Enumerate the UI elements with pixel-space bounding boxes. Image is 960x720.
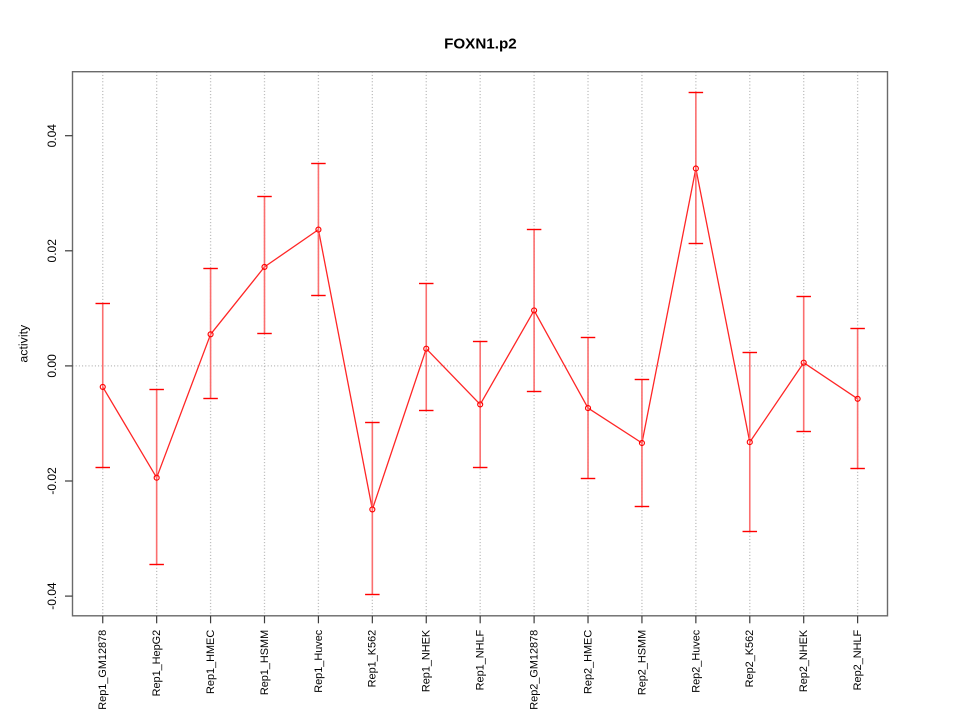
svg-text:Rep2_NHLF: Rep2_NHLF bbox=[852, 629, 864, 690]
svg-text:Rep1_HepG2: Rep1_HepG2 bbox=[151, 630, 163, 697]
svg-text:Rep2_HMEC: Rep2_HMEC bbox=[582, 630, 594, 694]
svg-text:Rep2_HSMM: Rep2_HSMM bbox=[636, 630, 648, 695]
svg-text:0.02: 0.02 bbox=[45, 239, 59, 263]
svg-text:0.00: 0.00 bbox=[45, 354, 59, 378]
svg-text:Rep2_K562: Rep2_K562 bbox=[744, 630, 756, 688]
svg-text:-0.04: -0.04 bbox=[45, 582, 59, 610]
svg-text:Rep1_GM12878: Rep1_GM12878 bbox=[97, 630, 109, 710]
svg-text:FOXN1.p2: FOXN1.p2 bbox=[444, 36, 517, 53]
svg-text:Rep2_GM12878: Rep2_GM12878 bbox=[529, 630, 541, 710]
svg-text:Rep1_HSMM: Rep1_HSMM bbox=[259, 630, 271, 695]
svg-text:0.04: 0.04 bbox=[45, 124, 59, 148]
svg-text:Rep2_NHEK: Rep2_NHEK bbox=[798, 629, 810, 692]
svg-text:Rep1_K562: Rep1_K562 bbox=[367, 630, 379, 688]
svg-text:activity: activity bbox=[16, 324, 30, 363]
svg-text:Rep1_NHEK: Rep1_NHEK bbox=[421, 629, 433, 692]
svg-text:Rep1_HMEC: Rep1_HMEC bbox=[205, 630, 217, 694]
svg-text:Rep2_Huvec: Rep2_Huvec bbox=[690, 629, 702, 693]
svg-text:Rep1_NHLF: Rep1_NHLF bbox=[475, 629, 487, 690]
svg-text:-0.02: -0.02 bbox=[45, 467, 59, 495]
svg-text:Rep1_Huvec: Rep1_Huvec bbox=[313, 629, 325, 693]
